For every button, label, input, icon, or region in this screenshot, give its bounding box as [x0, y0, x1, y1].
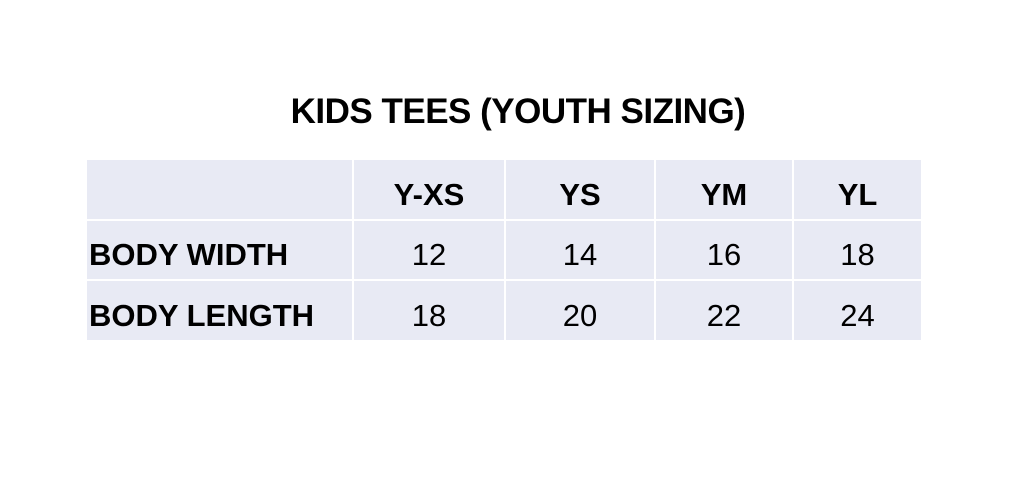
size-chart-table: Y-XS YS YM YL BODY WIDTH 12 14 16 18 BOD…: [87, 160, 921, 340]
row-label: BODY LENGTH: [87, 279, 354, 340]
column-header: YS: [504, 160, 656, 221]
column-header: Y-XS: [352, 160, 506, 221]
table-header-row: Y-XS YS YM YL: [87, 160, 921, 221]
column-header: YL: [792, 160, 921, 221]
table-cell: 12: [352, 219, 506, 281]
column-header: YM: [654, 160, 794, 221]
table-row: BODY WIDTH 12 14 16 18: [87, 219, 921, 281]
table-cell: 20: [504, 279, 656, 340]
header-empty-cell: [87, 160, 354, 221]
table-cell: 14: [504, 219, 656, 281]
table-cell: 18: [352, 279, 506, 340]
table-cell: 16: [654, 219, 794, 281]
row-label: BODY WIDTH: [87, 219, 354, 281]
page-title: KIDS TEES (YOUTH SIZING): [290, 92, 746, 131]
table-cell: 22: [654, 279, 794, 340]
table-cell: 18: [792, 219, 921, 281]
table-row: BODY LENGTH 18 20 22 24: [87, 279, 921, 340]
table-cell: 24: [792, 279, 921, 340]
